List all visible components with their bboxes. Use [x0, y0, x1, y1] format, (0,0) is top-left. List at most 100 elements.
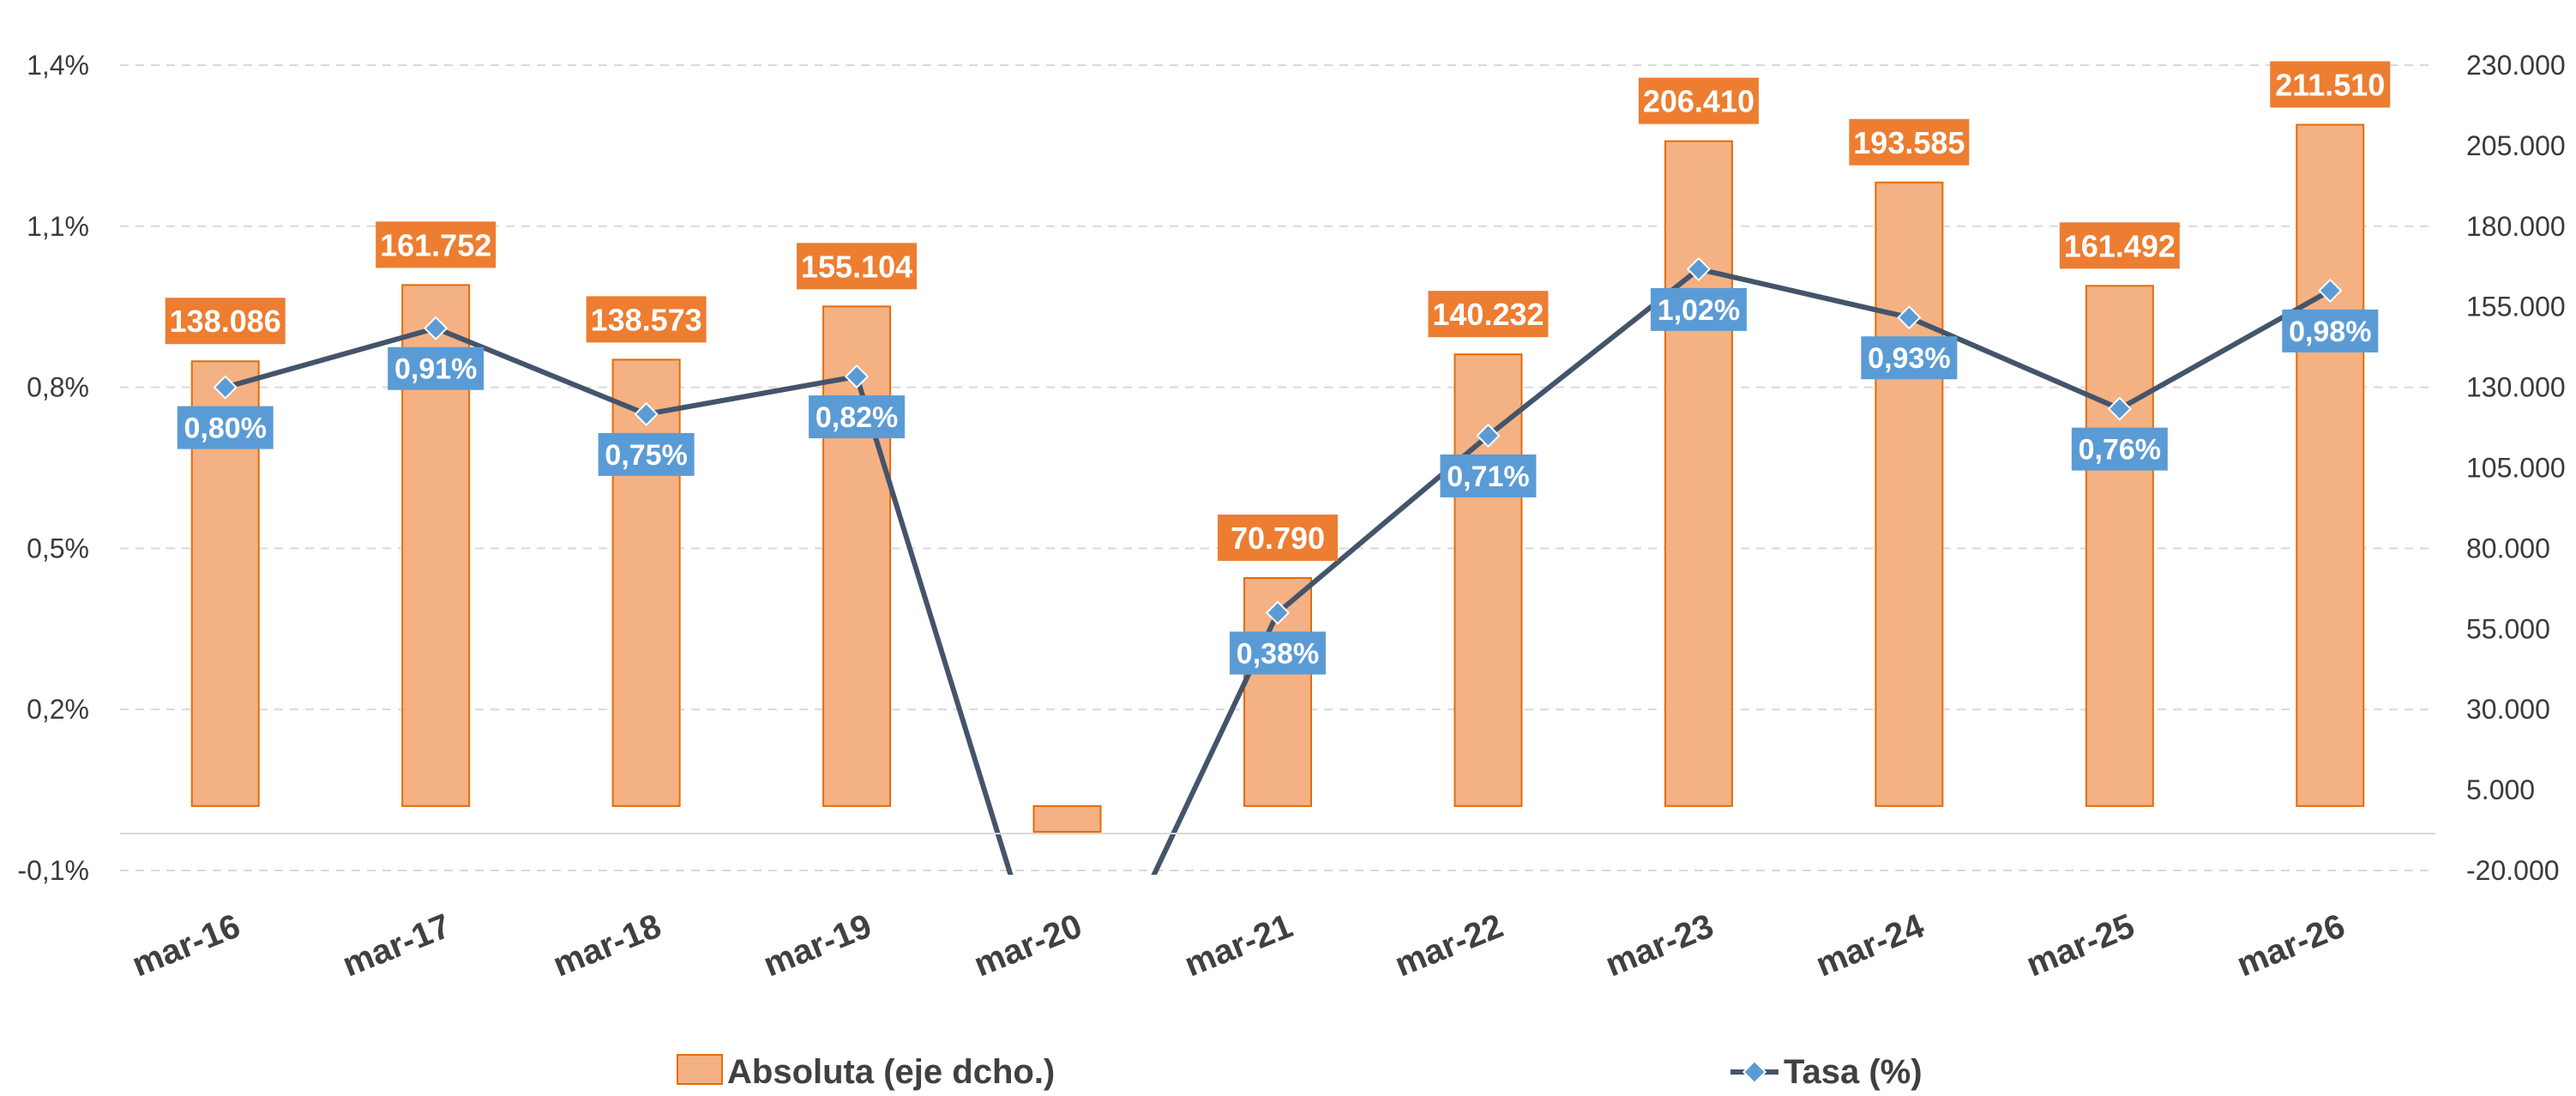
left-axis-tick-label: -0,1% [17, 855, 89, 886]
line-data-label: 0,91% [394, 353, 477, 386]
left-axis-tick-label: 0,5% [27, 533, 89, 563]
line-data-label: 0,98% [2289, 316, 2371, 348]
bar [611, 358, 681, 807]
line-label-box [1861, 336, 1958, 380]
category-label: mar-26 [2232, 907, 2350, 985]
category-label: mar-24 [1811, 906, 1930, 984]
bar-data-label: 206.410 [1643, 84, 1754, 119]
line-data-label: 1,02% [1658, 294, 1740, 327]
line-label-box [2282, 309, 2379, 352]
legend-swatch-bar [677, 1054, 723, 1085]
category-label: mar-21 [1179, 907, 1297, 985]
bar [2296, 123, 2365, 807]
rate-marker [634, 401, 659, 427]
bar-data-label: 138.573 [591, 302, 702, 337]
right-axis-tick-label: 205.000 [2466, 130, 2566, 161]
bar-label-box [1218, 514, 1338, 561]
category-label: mar-20 [969, 907, 1087, 985]
bar-data-label: 161.752 [380, 227, 491, 262]
bar [1875, 181, 1944, 807]
right-axis-tick-label: 5.000 [2466, 774, 2535, 805]
left-axis: 1,4% 1,1% 0,8% 0,5% 0,2% -0,1% [17, 50, 89, 886]
bar [2085, 285, 2154, 807]
right-axis-tick-label: 30.000 [2466, 694, 2550, 725]
line-label-box [2071, 427, 2168, 471]
bar-data-label: 155.104 [801, 249, 912, 284]
bars [190, 123, 2365, 833]
right-axis-tick-label: 130.000 [2466, 372, 2566, 403]
right-axis-tick-label: 55.000 [2466, 613, 2550, 644]
bar-data-label: 70.790 [1231, 521, 1325, 556]
rate-marker [424, 316, 448, 340]
legend-label-absoluta: Absoluta (eje dcho.) [727, 1053, 1055, 1091]
bar-data-label: 211.510 [2275, 67, 2385, 102]
legend-swatch-marker [1742, 1059, 1767, 1085]
rate-marker [1265, 600, 1291, 625]
bar [822, 305, 892, 807]
bar-data-labels: 138.086 161.752 138.573 155.104 70.790 140.23… [165, 61, 2391, 561]
category-axis: mar-16 mar-17 mar-18 mar-19 mar-20 mar-21 mar-… [120, 833, 2435, 985]
legend: Absoluta (eje dcho.) Tasa (%) [677, 1053, 1923, 1091]
category-label: mar-18 [548, 907, 666, 985]
line-data-labels: 0,80% 0,91% 0,75% 0,82% 0,38% 0,71% 1,02% 0,93%… [177, 287, 2379, 675]
bar-label-box [165, 298, 286, 345]
line-data-label: 0,71% [1447, 461, 1529, 493]
bar [1664, 140, 1733, 807]
right-axis-tick-label: 155.000 [2466, 292, 2566, 322]
bar-label-box [1428, 291, 1549, 338]
category-label: mar-23 [1600, 907, 1718, 985]
rate-marker [1476, 423, 1501, 449]
bar-label-box [586, 296, 707, 343]
category-label: mar-22 [1390, 907, 1508, 985]
line-data-label: 0,75% [605, 439, 687, 472]
category-label: mar-17 [337, 907, 455, 985]
bar-label-box [1638, 77, 1759, 124]
category-label: mar-19 [758, 907, 876, 985]
line-label-box [177, 406, 274, 449]
left-axis-tick-label: 1,4% [27, 50, 89, 81]
rate-marker [1686, 256, 1712, 282]
right-axis-tick-label: -20.000 [2466, 855, 2560, 886]
rate-marker [2318, 278, 2343, 304]
category-label: mar-25 [2021, 907, 2140, 985]
line-data-label: 0,38% [1237, 638, 1319, 671]
line-label-box [598, 432, 695, 476]
rate-line-group [213, 256, 2343, 875]
right-axis-tick-label: 80.000 [2466, 533, 2550, 563]
left-axis-tick-label: 1,1% [27, 211, 89, 242]
bar-label-box [797, 243, 918, 290]
line-data-label: 0,93% [1868, 342, 1950, 375]
bar-label-box [2270, 61, 2391, 108]
line-label-box [809, 395, 906, 439]
legend-label-tasa: Tasa (%) [1784, 1053, 1923, 1091]
bar-label-box [2059, 222, 2180, 269]
category-label: mar-16 [127, 907, 245, 985]
bar-data-label: 161.492 [2064, 228, 2176, 263]
bar-data-label: 138.086 [170, 304, 281, 339]
rate-marker [1897, 305, 1922, 330]
line-label-box [388, 346, 485, 390]
bar-data-label: 140.232 [1432, 297, 1544, 332]
left-axis-tick-label: 0,8% [27, 372, 89, 403]
bar [1032, 804, 1102, 833]
rate-marker [2107, 396, 2132, 421]
right-axis-tick-label: 105.000 [2466, 453, 2566, 484]
right-axis: 230.000 205.000 180.000 155.000 130.000 105.0… [2466, 50, 2566, 886]
bar-label-box [376, 221, 497, 268]
bar-label-box [1849, 118, 1970, 166]
rate-marker [844, 364, 870, 389]
bar [1454, 353, 1523, 807]
left-axis-tick-label: 0,2% [27, 694, 89, 725]
line-data-label: 0,76% [2079, 434, 2161, 467]
bar-data-label: 193.585 [1853, 125, 1965, 160]
line-data-label: 0,80% [184, 413, 267, 445]
line-label-box [1230, 631, 1326, 675]
right-axis-tick-label: 180.000 [2466, 211, 2566, 242]
right-axis-tick-label: 230.000 [2466, 50, 2566, 81]
line-data-label: 0,82% [816, 401, 898, 434]
line-label-box [1650, 287, 1747, 331]
rate-marker [213, 375, 238, 400]
line-label-box [1440, 454, 1537, 497]
